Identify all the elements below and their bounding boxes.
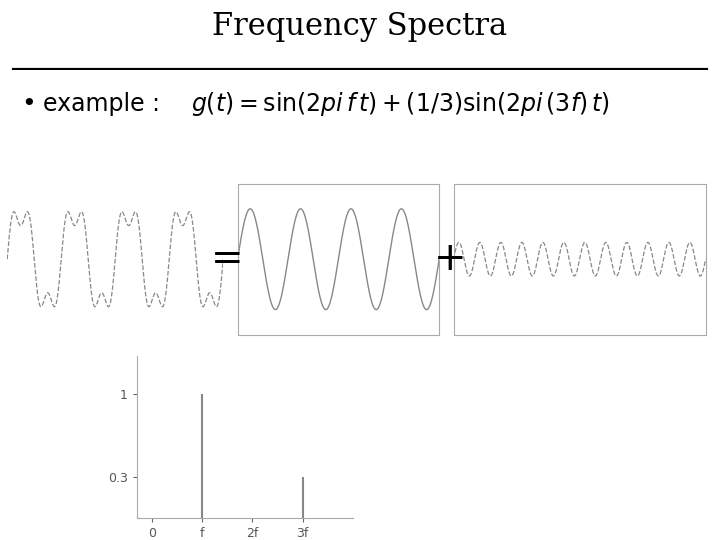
Text: $g(t) = \sin(2pi\,f\,t) + (1/3)\sin(2pi\,(3f)\,t)$: $g(t) = \sin(2pi\,f\,t) + (1/3)\sin(2pi\… <box>191 90 610 118</box>
Text: •: • <box>22 92 36 116</box>
Text: +: + <box>433 240 467 278</box>
Text: example :: example : <box>43 92 168 116</box>
Text: =: = <box>210 240 243 278</box>
Text: Frequency Spectra: Frequency Spectra <box>212 10 508 42</box>
